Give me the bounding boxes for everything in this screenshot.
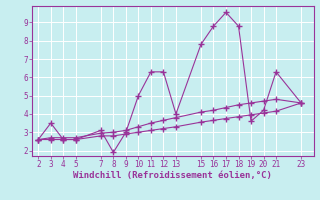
X-axis label: Windchill (Refroidissement éolien,°C): Windchill (Refroidissement éolien,°C) <box>73 171 272 180</box>
